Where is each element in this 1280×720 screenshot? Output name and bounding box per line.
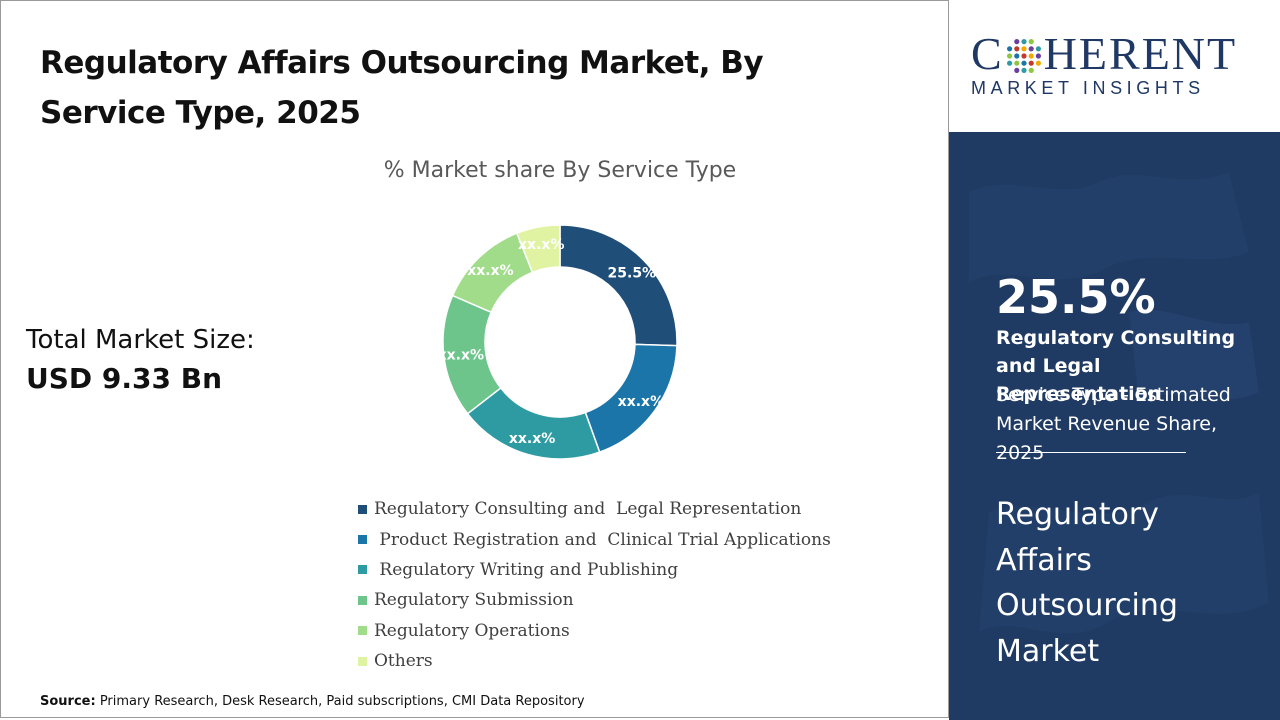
logo-rest: HERENT xyxy=(1043,28,1238,79)
legend-label: Regulatory Writing and Publishing xyxy=(374,559,679,580)
main-panel xyxy=(0,0,949,718)
globe-dot xyxy=(1013,60,1020,66)
logo-tagline: MARKET INSIGHTS xyxy=(971,78,1205,98)
globe-icon xyxy=(1006,39,1041,73)
legend-swatch xyxy=(358,535,367,545)
legend-label: Others xyxy=(374,651,433,672)
logo-letter-c: C xyxy=(971,28,1004,79)
slice-data-label: xx.x% xyxy=(518,237,564,253)
globe-dot xyxy=(1028,60,1034,66)
legend-item: Regulatory Consulting and Legal Represen… xyxy=(358,494,831,524)
globe-dot xyxy=(1021,60,1027,66)
globe-dot xyxy=(1006,46,1012,52)
highlight-value: 25.5% xyxy=(996,270,1156,324)
legend-swatch xyxy=(358,565,367,575)
legend-label: Regulatory Consulting and Legal Represen… xyxy=(374,499,802,520)
legend-label: Product Registration and Clinical Trial … xyxy=(374,529,831,550)
slice-data-label: xx.x% xyxy=(467,263,513,279)
legend-item: Product Registration and Clinical Trial … xyxy=(358,524,831,554)
slice-data-label: xx.x% xyxy=(509,431,555,447)
legend-swatch xyxy=(358,595,367,605)
globe-dot xyxy=(1021,46,1027,52)
slice-data-label: xx.x% xyxy=(440,348,484,364)
legend-swatch xyxy=(358,656,367,666)
globe-dot xyxy=(1013,39,1020,45)
globe-dot xyxy=(1006,60,1012,66)
page-title: Regulatory Affairs Outsourcing Market, B… xyxy=(40,45,764,131)
globe-dot xyxy=(1021,53,1027,59)
highlight-segment-name: Regulatory Consulting and Legal Represen… xyxy=(996,327,1236,405)
highlight-description: Service Type - Estimated Market Revenue … xyxy=(996,384,1231,464)
donut-slice xyxy=(559,224,678,347)
slice-data-label: xx.x% xyxy=(618,394,664,410)
chart-title: % Market share By Service Type xyxy=(383,158,737,183)
chart-legend: Regulatory Consulting and Legal Represen… xyxy=(358,494,831,676)
globe-dot xyxy=(1013,53,1020,59)
donut-slice xyxy=(515,224,561,274)
divider xyxy=(996,452,1186,453)
donut-chart: 25.5% xx.x% xx.x% xx.x% xx.x% xx.x% xyxy=(440,224,678,460)
globe-dot xyxy=(1028,67,1034,73)
legend-label: Regulatory Submission xyxy=(374,590,574,611)
globe-dot xyxy=(1035,46,1041,52)
globe-dot xyxy=(1006,53,1012,59)
world-map-decoration xyxy=(969,172,1269,634)
legend-item: Regulatory Writing and Publishing xyxy=(358,555,831,585)
market-name: Regulatory Affairs Outsourcing Market xyxy=(996,497,1178,669)
globe-dot xyxy=(1028,53,1034,59)
globe-dot xyxy=(1028,46,1034,52)
sidebar: C HERENT MARKET INSIGHTS 25.5% Regulatory… xyxy=(949,0,1280,720)
globe-dot xyxy=(1035,60,1041,66)
legend-swatch xyxy=(358,626,367,636)
legend-item: Regulatory Operations xyxy=(358,616,831,646)
globe-dot xyxy=(1021,67,1027,73)
source-text: Primary Research, Desk Research, Paid su… xyxy=(95,694,585,709)
logo: C HERENT MARKET INSIGHTS xyxy=(949,0,1280,132)
legend-item: Others xyxy=(358,646,831,676)
slice-data-label: 25.5% xyxy=(608,265,657,281)
total-market-size-label: Total Market Size: xyxy=(26,325,255,355)
legend-label: Regulatory Operations xyxy=(374,620,570,641)
legend-item: Regulatory Submission xyxy=(358,585,831,615)
legend-swatch xyxy=(358,504,367,514)
globe-dot xyxy=(1028,39,1034,45)
source-label: Source: xyxy=(40,694,96,709)
globe-dot xyxy=(1013,67,1020,73)
globe-dot xyxy=(1035,53,1041,59)
source-note: Source: Primary Research, Desk Research,… xyxy=(40,694,585,709)
globe-dot xyxy=(1013,46,1020,52)
logo-wordmark: C HERENT xyxy=(971,30,1237,78)
total-market-size-value: USD 9.33 Bn xyxy=(26,362,222,395)
globe-dot xyxy=(1021,39,1027,45)
highlight-panel: 25.5% Regulatory Consulting and Legal Re… xyxy=(949,132,1280,720)
